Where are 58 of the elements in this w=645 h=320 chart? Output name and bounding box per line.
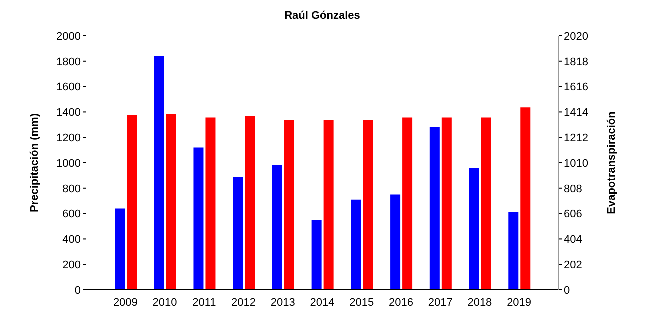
y-tick-label: 1400: [56, 107, 81, 120]
y2-tick-label: 404: [564, 234, 582, 246]
y-axis-title: Precipitación (mm): [28, 113, 41, 213]
bar: [272, 166, 282, 290]
y-tick-label: 1600: [56, 82, 81, 94]
bar: [481, 118, 492, 290]
x-tick-label: 2017: [428, 296, 453, 309]
bar: [508, 212, 519, 290]
x-tick-label: 2009: [113, 296, 138, 309]
y-tick-label: 600: [62, 208, 81, 221]
bar: [194, 148, 204, 290]
bar: [520, 108, 531, 290]
x-tick-label: 2016: [388, 296, 414, 309]
x-tick-label: 2012: [232, 296, 256, 309]
y2-tick-label: 808: [564, 183, 582, 196]
y-tick-label: 400: [62, 234, 81, 246]
bar: [127, 115, 137, 290]
bar: [166, 114, 176, 290]
bar: [351, 200, 362, 290]
y-tick-label: 1800: [56, 56, 81, 68]
y2-tick-label: 1818: [564, 56, 588, 68]
y2-tick-label: 606: [564, 208, 582, 221]
bar: [469, 168, 480, 290]
x-tick-label: 2013: [270, 296, 296, 309]
bar: [245, 116, 256, 290]
bar: [115, 208, 125, 290]
bar: [390, 194, 401, 290]
x-tick-label: 2011: [192, 296, 216, 309]
y2-tick-label: 1212: [564, 132, 588, 145]
y2-tick-label: 1414: [564, 107, 588, 120]
y-tick-label: 2000: [56, 30, 81, 43]
x-tick-label: 2019: [507, 296, 532, 309]
bar: [363, 120, 374, 290]
y2-tick-label: 1010: [564, 158, 588, 170]
bar: [312, 220, 322, 290]
x-tick-label: 2010: [152, 296, 178, 309]
chart-title: Raúl Gónzales: [284, 9, 362, 24]
bar: [430, 127, 440, 290]
y-tick-label: 800: [62, 183, 81, 196]
bar: [154, 56, 164, 290]
bar: [206, 118, 216, 290]
bar: [284, 120, 294, 290]
y2-tick-label: 202: [564, 260, 582, 272]
bar: [402, 118, 413, 290]
y-tick-label: 0: [74, 284, 81, 297]
y-tick-label: 1000: [56, 158, 81, 170]
y-tick-label: 200: [62, 260, 81, 272]
bar: [324, 120, 334, 290]
x-tick-label: 2014: [310, 296, 335, 309]
y2-axis-title: Evapotranspiración: [606, 111, 618, 214]
bar: [233, 176, 244, 290]
x-tick-label: 2015: [350, 296, 374, 309]
y2-tick-label: 2020: [564, 30, 588, 43]
x-tick-label: 2018: [468, 296, 492, 309]
bar: [442, 118, 452, 290]
y2-tick-label: 0: [564, 284, 570, 297]
y2-tick-label: 1616: [564, 82, 588, 94]
y-tick-label: 1200: [56, 132, 81, 145]
